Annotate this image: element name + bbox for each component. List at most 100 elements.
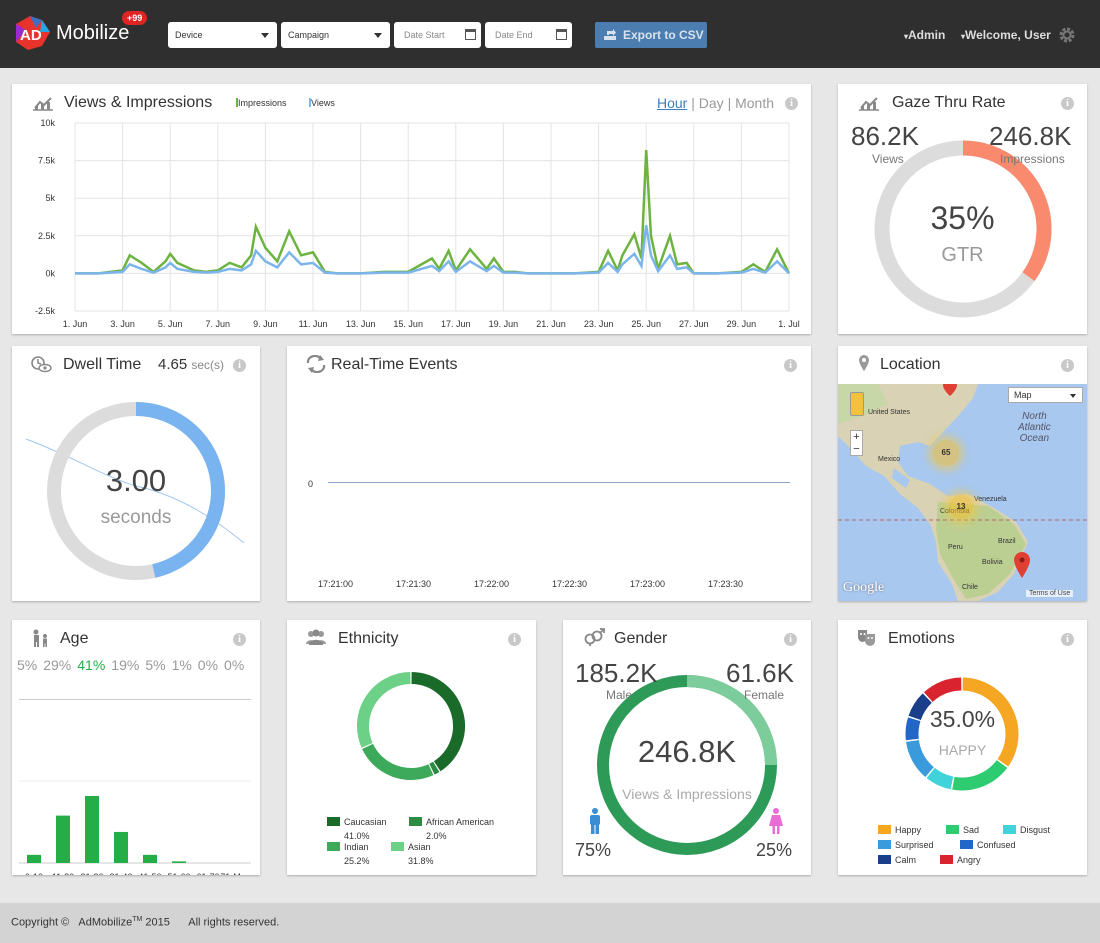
- street-view-pegman-icon[interactable]: [850, 392, 864, 416]
- age-category-label: 21-30: [80, 872, 103, 875]
- y-tick-label: 7.5k: [38, 156, 56, 166]
- x-tick-label: 7. Jun: [206, 319, 231, 329]
- device-select[interactable]: Device: [168, 22, 277, 48]
- x-tick-label: 3. Jun: [110, 319, 135, 329]
- legend-caucasian[interactable]: Caucasian: [327, 817, 387, 827]
- user-menu[interactable]: ▾Welcome, User: [961, 28, 1051, 42]
- legend-asian[interactable]: Asian: [391, 842, 431, 852]
- legend-disgust[interactable]: Disgust: [1003, 825, 1050, 835]
- age-bar: [85, 796, 99, 863]
- footer-brand: AdMobilize: [78, 916, 133, 929]
- age-category-label: 0-10: [25, 872, 43, 875]
- legend-angry[interactable]: Angry: [940, 855, 981, 865]
- info-icon[interactable]: i: [784, 359, 797, 372]
- chevron-down-icon: [1070, 394, 1076, 398]
- info-icon[interactable]: i: [233, 359, 246, 372]
- gender-title: Gender: [614, 630, 668, 647]
- age-bar: [27, 854, 41, 863]
- map-label-bolivia: Bolivia: [982, 559, 1003, 566]
- notification-badge[interactable]: +99: [122, 11, 148, 25]
- legend-swatch: [327, 817, 340, 826]
- calendar-icon[interactable]: [465, 29, 476, 40]
- gender-male-percent: 75%: [575, 840, 612, 860]
- legend-confused[interactable]: Confused: [960, 840, 1016, 850]
- map-terms-link[interactable]: Terms of Use: [1026, 590, 1074, 597]
- realtime-x-tick: 17:23:30: [708, 579, 744, 589]
- info-icon[interactable]: i: [1061, 359, 1074, 372]
- legend-indian[interactable]: Indian: [327, 842, 369, 852]
- info-icon[interactable]: i: [508, 633, 521, 646]
- legend-views[interactable]: Views: [309, 98, 335, 108]
- age-percent: 0%: [197, 657, 219, 673]
- footer-year: 2015: [145, 916, 170, 929]
- gtr-views-label: Views: [872, 152, 904, 166]
- realtime-title: Real-Time Events: [331, 356, 458, 373]
- legend-calm[interactable]: Calm: [878, 855, 916, 865]
- info-icon[interactable]: i: [785, 97, 798, 110]
- dwell-center-label: seconds: [100, 507, 172, 528]
- x-tick-label: 29. Jun: [727, 319, 757, 329]
- gear-icon[interactable]: [1058, 26, 1076, 44]
- y-tick-label: 10k: [40, 118, 55, 128]
- map-type-select[interactable]: Map: [1008, 387, 1083, 403]
- info-icon[interactable]: i: [784, 633, 797, 646]
- x-tick-label: 25. Jun: [631, 319, 661, 329]
- legend-impressions[interactable]: Impressions: [236, 98, 287, 108]
- gender-male-label: Male: [606, 688, 633, 702]
- brand-logo[interactable]: AD Mobilize +99: [12, 11, 152, 54]
- map-pin-marker-icon[interactable]: [943, 384, 957, 396]
- legend-swatch: [878, 855, 891, 864]
- date-start-input[interactable]: Date Start: [394, 22, 481, 48]
- admin-menu[interactable]: ▾Admin: [904, 28, 945, 42]
- map-pin-marker-icon[interactable]: [1014, 552, 1030, 578]
- gender-card: Gender i 185.2K Male 61.6K Female 246.8K…: [563, 620, 811, 875]
- legend-swatch: [946, 825, 959, 834]
- gtr-label: GTR: [941, 244, 984, 266]
- dwell-arc: [135, 402, 225, 578]
- x-tick-label: 9. Jun: [253, 319, 278, 329]
- export-csv-button[interactable]: Export to CSV: [595, 22, 707, 48]
- legend-sad[interactable]: Sad: [946, 825, 979, 835]
- legend-african-american[interactable]: African American: [409, 817, 494, 827]
- legend-happy[interactable]: Happy: [878, 825, 921, 835]
- x-tick-label: 11. Jun: [299, 319, 328, 329]
- map-cluster-marker[interactable]: 65: [933, 440, 959, 466]
- info-icon[interactable]: i: [1061, 97, 1074, 110]
- legend-surprised[interactable]: Surprised: [878, 840, 934, 850]
- gtr-percent: 35%: [930, 200, 995, 236]
- legend-swatch: [1003, 825, 1016, 834]
- svg-text:AD: AD: [20, 27, 42, 44]
- legend-indian-label: Indian: [344, 842, 369, 852]
- ethnicity-slice: [362, 743, 434, 780]
- location-title: Location: [880, 356, 941, 373]
- info-icon[interactable]: i: [1061, 633, 1074, 646]
- map-label-us: United States: [868, 409, 911, 416]
- range-day-link[interactable]: Day: [698, 95, 724, 111]
- info-icon[interactable]: i: [233, 633, 246, 646]
- caret-down-icon: ▾: [961, 32, 966, 41]
- x-tick-label: 13. Jun: [346, 319, 376, 329]
- legend-swatch: [940, 855, 953, 864]
- line-chart-icon: [859, 97, 879, 111]
- campaign-select[interactable]: Campaign: [281, 22, 390, 48]
- realtime-y-zero: 0: [308, 479, 314, 489]
- map-type-value: Map: [1014, 390, 1032, 400]
- map-zoom-in-button[interactable]: +: [853, 431, 860, 443]
- views-impressions-chart: 10k 7.5k 5k 2.5k 0k -2.5k 1. Jun 3. Jun 5. Jun 7.…: [35, 118, 800, 329]
- emotion-slice: [905, 717, 921, 741]
- realtime-x-tick: 17:21:30: [396, 579, 432, 589]
- age-percent: 5%: [17, 657, 38, 673]
- map-cluster-marker[interactable]: 13: [949, 495, 973, 519]
- x-tick-label: 15. Jun: [393, 319, 423, 329]
- date-end-input[interactable]: Date End: [485, 22, 572, 48]
- location-map[interactable]: United States Mexico North Atlantic Ocea…: [838, 384, 1087, 601]
- range-month-link[interactable]: Month: [735, 95, 775, 111]
- range-hour-link[interactable]: Hour: [657, 95, 688, 111]
- legend-indian-value: 25.2%: [344, 856, 370, 866]
- y-tick-label: 0k: [45, 268, 55, 278]
- calendar-icon[interactable]: [556, 29, 567, 40]
- gender-donut: [597, 675, 777, 855]
- map-zoom-out-button[interactable]: −: [853, 443, 860, 455]
- emotions-center-value: 35.0%: [929, 706, 996, 732]
- gtr-impressions-value: 246.8K: [989, 121, 1072, 151]
